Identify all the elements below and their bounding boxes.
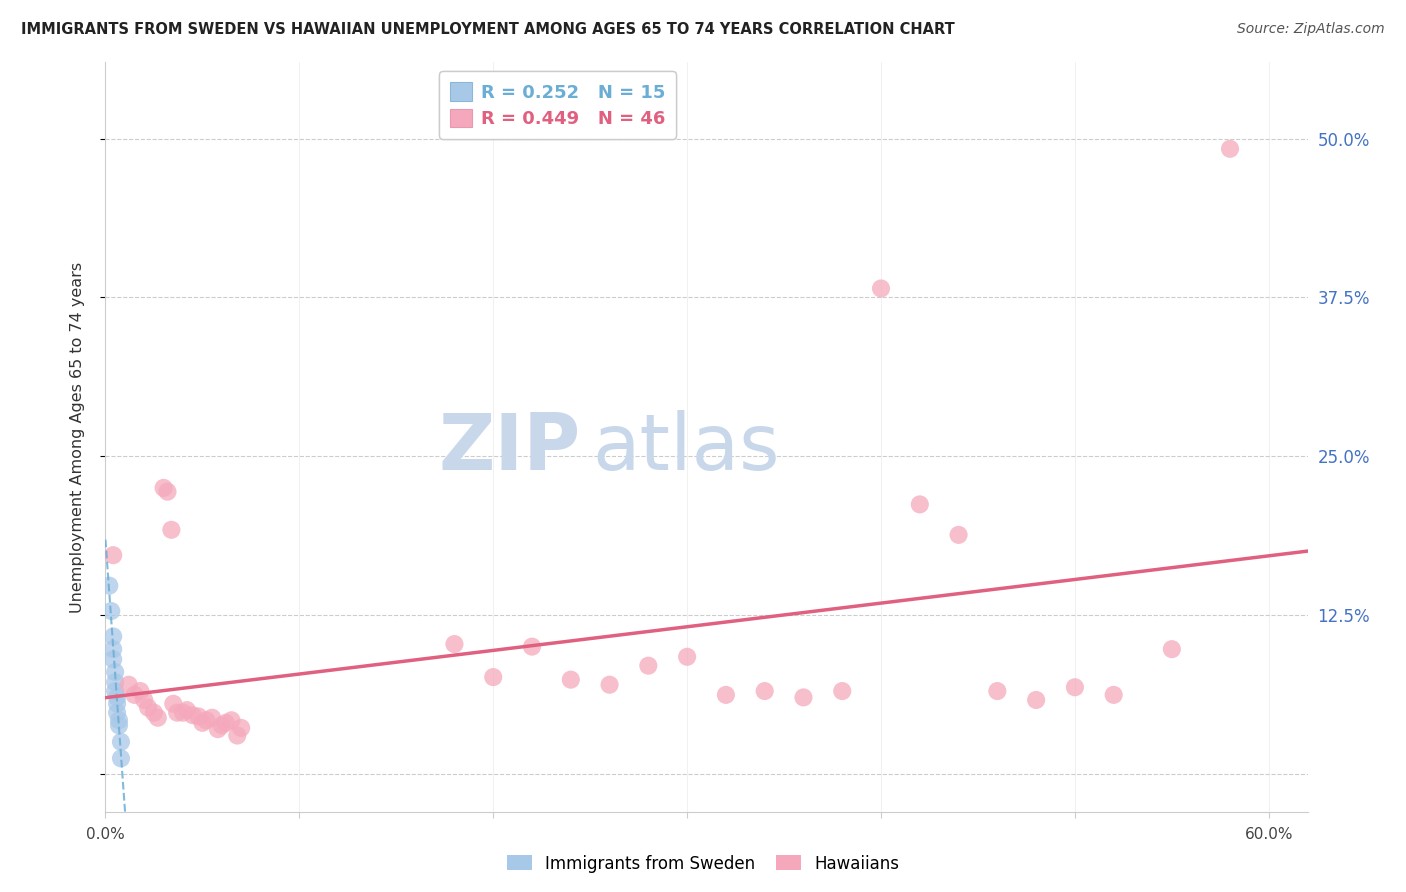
Point (1219, 142, 1241, 156)
Point (104, 675, 127, 690)
Point (482, 670, 505, 684)
Point (443, 637, 465, 651)
Point (105, 706, 128, 720)
Point (136, 700, 159, 714)
Point (1160, 642, 1182, 657)
Point (105, 697, 128, 711)
Text: IMMIGRANTS FROM SWEDEN VS HAWAIIAN UNEMPLOYMENT AMONG AGES 65 TO 74 YEARS CORREL: IMMIGRANTS FROM SWEDEN VS HAWAIIAN UNEMP… (21, 22, 955, 37)
Point (166, 706, 188, 720)
Point (104, 665, 127, 679)
Point (124, 688, 146, 702)
Point (948, 528, 970, 542)
Point (187, 709, 209, 723)
Point (201, 711, 224, 725)
Point (146, 711, 169, 725)
Y-axis label: Unemployment Among Ages 65 to 74 years: Unemployment Among Ages 65 to 74 years (70, 261, 84, 613)
Point (172, 706, 194, 720)
Point (1025, 693, 1047, 707)
Point (100, 604, 122, 618)
Point (792, 690, 814, 705)
Text: Source: ZipAtlas.com: Source: ZipAtlas.com (1237, 22, 1385, 37)
Point (676, 649, 699, 664)
Point (103, 630, 125, 644)
Point (103, 652, 125, 666)
Point (160, 523, 183, 537)
Point (908, 497, 931, 511)
Point (211, 718, 233, 732)
Text: ZIP: ZIP (439, 410, 581, 486)
Point (870, 281, 893, 295)
Point (226, 729, 249, 743)
Point (129, 684, 152, 698)
Legend: Immigrants from Sweden, Hawaiians: Immigrants from Sweden, Hawaiians (501, 848, 905, 880)
Point (221, 713, 243, 727)
Point (176, 703, 198, 717)
Point (1102, 688, 1125, 702)
Point (103, 642, 125, 657)
Point (118, 678, 141, 692)
Point (181, 708, 204, 723)
Point (214, 715, 236, 730)
Point (520, 640, 543, 654)
Text: 0.0%: 0.0% (86, 827, 125, 842)
Point (134, 693, 156, 707)
Point (156, 484, 179, 499)
Point (1064, 680, 1087, 694)
Point (110, 735, 132, 749)
Text: atlas: atlas (592, 410, 780, 486)
Point (103, 548, 125, 562)
Point (191, 715, 214, 730)
Point (831, 684, 853, 698)
Point (142, 706, 165, 720)
Point (98, 579, 121, 593)
Point (108, 718, 131, 732)
Point (599, 678, 621, 692)
Point (231, 721, 253, 735)
Point (207, 722, 229, 736)
Point (714, 688, 737, 702)
Point (754, 684, 776, 698)
Point (105, 690, 128, 705)
Point (104, 684, 127, 698)
Point (110, 751, 132, 765)
Point (560, 673, 582, 687)
Point (162, 697, 184, 711)
Point (986, 684, 1008, 698)
Text: 60.0%: 60.0% (1244, 827, 1294, 842)
Point (195, 713, 218, 727)
Legend: R = 0.252   N = 15, R = 0.449   N = 46: R = 0.252 N = 15, R = 0.449 N = 46 (439, 71, 676, 139)
Point (108, 713, 131, 727)
Point (637, 658, 659, 673)
Point (152, 481, 174, 495)
